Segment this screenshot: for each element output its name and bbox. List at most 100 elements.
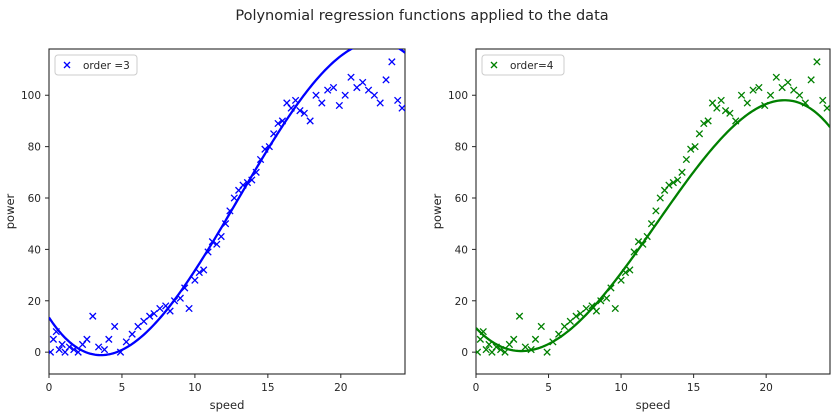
- data-point: [634, 238, 643, 246]
- x-tick-label: 0: [46, 382, 53, 394]
- data-point-stroke: [274, 119, 282, 128]
- data-point-stroke: [482, 345, 490, 354]
- y-tick-label: 40: [455, 244, 468, 256]
- data-point-stroke: [602, 294, 611, 302]
- x-tick-label: 5: [119, 382, 126, 394]
- data-point: [597, 297, 605, 305]
- data-point: [592, 307, 601, 315]
- data-point-stroke: [287, 104, 295, 112]
- data-point: [217, 232, 225, 241]
- data-point-stroke: [708, 99, 717, 107]
- data-point-stroke: [388, 58, 396, 66]
- data-point-stroke: [382, 76, 390, 84]
- data-point-stroke: [647, 220, 656, 228]
- data-point: [191, 276, 199, 284]
- data-point: [398, 104, 405, 112]
- regression-line: [49, 49, 405, 357]
- data-point-stroke: [755, 83, 763, 92]
- data-point: [134, 322, 142, 331]
- data-point-stroke: [652, 207, 660, 215]
- regression-line: [476, 99, 830, 353]
- data-point: [543, 348, 551, 356]
- data-point: [49, 348, 55, 356]
- data-point: [713, 104, 721, 112]
- data-point-stroke: [566, 317, 574, 325]
- data-point: [55, 345, 63, 354]
- data-point: [382, 76, 390, 84]
- data-point-stroke: [329, 83, 338, 92]
- data-point: [784, 78, 792, 87]
- x-tick-label: 15: [687, 382, 700, 394]
- data-point: [150, 309, 158, 318]
- data-point-stroke: [146, 312, 154, 320]
- data-point: [778, 83, 786, 92]
- data-point-stroke: [823, 104, 830, 112]
- data-point-stroke: [597, 297, 605, 305]
- data-point: [582, 304, 590, 313]
- data-point-stroke: [588, 302, 596, 310]
- data-point-stroke: [283, 99, 291, 107]
- x-tick-label: 15: [261, 382, 274, 394]
- data-point-stroke: [306, 117, 314, 125]
- data-point: [94, 343, 103, 351]
- y-tick-label: 0: [461, 347, 468, 359]
- data-point: [656, 194, 664, 202]
- data-point-stroke: [195, 268, 203, 277]
- data-point: [691, 142, 699, 151]
- data-point: [105, 335, 113, 343]
- data-point: [341, 91, 349, 99]
- data-point-stroke: [394, 96, 402, 105]
- data-point: [813, 58, 821, 66]
- data-point: [146, 312, 154, 320]
- data-point-stroke: [772, 73, 780, 81]
- data-point-stroke: [347, 73, 355, 81]
- y-tick-label: 60: [455, 193, 468, 205]
- data-point: [726, 109, 734, 117]
- data-point-stroke: [176, 294, 184, 302]
- data-point-stroke: [150, 309, 158, 318]
- data-point-stroke: [743, 99, 751, 107]
- data-point: [717, 96, 725, 105]
- data-point-stroke: [199, 266, 208, 274]
- data-point-stroke: [682, 155, 691, 164]
- data-point: [602, 294, 611, 302]
- data-point: [795, 91, 804, 99]
- data-point-stroke: [521, 343, 529, 351]
- data-point: [665, 181, 673, 189]
- data-point: [58, 340, 66, 349]
- data-point-stroke: [55, 345, 63, 354]
- data-point: [687, 145, 695, 153]
- data-point-stroke: [318, 99, 326, 107]
- data-point-stroke: [790, 86, 798, 94]
- data-point: [83, 335, 91, 343]
- data-point-stroke: [678, 168, 686, 176]
- data-point-stroke: [555, 330, 563, 338]
- data-point-stroke: [312, 91, 320, 99]
- data-point-stroke: [162, 302, 170, 310]
- data-point-stroke: [656, 194, 664, 202]
- x-tick-label: 10: [188, 382, 201, 394]
- x-tick-label: 5: [545, 382, 552, 394]
- data-point-stroke: [94, 343, 103, 351]
- data-point: [572, 312, 580, 320]
- data-point: [329, 83, 338, 92]
- y-tick-label: 40: [28, 244, 41, 256]
- y-tick-label: 100: [21, 90, 41, 102]
- data-point: [531, 335, 540, 343]
- data-point: [626, 266, 634, 274]
- right-chart: 0 5 10 15 20 0 20 40 60 80 100 speed power order=4: [430, 48, 831, 412]
- data-point-stroke: [510, 335, 518, 343]
- data-point-stroke: [582, 304, 590, 313]
- legend-label: order =3: [83, 60, 130, 72]
- data-point-stroke: [359, 78, 367, 87]
- data-point: [566, 317, 574, 325]
- data-point: [700, 119, 708, 128]
- data-point-stroke: [185, 304, 193, 313]
- data-point-stroke: [140, 317, 148, 325]
- data-point-stroke: [58, 340, 66, 349]
- data-point-stroke: [669, 178, 677, 187]
- data-point: [300, 109, 308, 117]
- data-point: [790, 86, 798, 94]
- legend-marker: [63, 61, 71, 69]
- x-tick-label: 0: [473, 382, 480, 394]
